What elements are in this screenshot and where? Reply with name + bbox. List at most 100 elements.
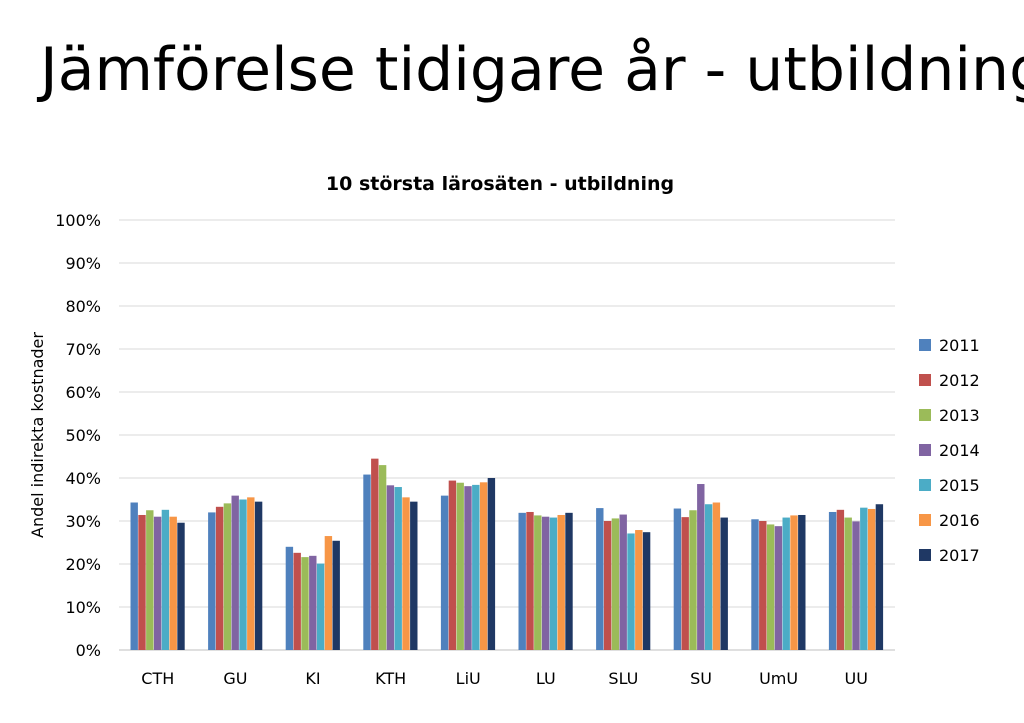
bar-group-KTH	[363, 458, 418, 650]
bar-UU-2017	[875, 504, 884, 650]
bar-LiU-2016	[479, 482, 488, 650]
legend-label: 2015	[939, 476, 980, 495]
bar-LiU-2017	[487, 478, 496, 650]
bar-SLU-2013	[611, 518, 620, 650]
legend-label: 2016	[939, 511, 980, 530]
bar-SLU-2012	[603, 521, 612, 650]
bar-SLU-2015	[627, 533, 635, 650]
bar-CTH-2016	[169, 516, 177, 650]
legend-item-2017: 2017	[919, 546, 980, 565]
bar-LiU-2012	[448, 480, 457, 650]
bar-KI-2014	[309, 555, 317, 650]
legend-swatch	[919, 479, 931, 491]
bar-LU-2016	[557, 514, 565, 650]
bar-SU-2017	[720, 517, 728, 650]
bar-LU-2013	[534, 515, 542, 650]
y-tick-label: 100%	[55, 211, 101, 230]
legend-swatch	[919, 514, 931, 526]
bar-KI-2011	[285, 546, 294, 650]
bar-KTH-2016	[402, 497, 410, 650]
y-tick-label: 70%	[65, 340, 101, 359]
bar-CTH-2014	[153, 516, 162, 650]
bar-SU-2011	[673, 508, 682, 650]
bar-SLU-2017	[642, 532, 651, 650]
bar-GU-2016	[247, 497, 255, 650]
legend-label: 2011	[939, 336, 980, 355]
bar-LU-2012	[526, 511, 534, 650]
bar-SLU-2014	[619, 514, 627, 650]
bar-GU-2011	[208, 512, 216, 650]
y-tick-label: 80%	[65, 297, 101, 316]
legend-item-2016: 2016	[919, 511, 980, 530]
legend-label: 2017	[939, 546, 980, 565]
bar-UU-2011	[828, 511, 837, 650]
bar-LiU-2015	[472, 484, 480, 650]
legend-item-2014: 2014	[919, 441, 980, 460]
bar-LiU-2011	[440, 495, 449, 650]
bar-LU-2017	[565, 512, 573, 650]
bar-CTH-2012	[138, 514, 146, 650]
bar-CTH-2017	[177, 522, 185, 650]
legend-item-2011: 2011	[919, 336, 980, 355]
bar-KTH-2013	[378, 465, 387, 650]
bar-GU-2015	[239, 499, 247, 650]
y-axis-ticks: 0% 10% 20% 30% 40% 50% 60% 70% 80% 90% 100%	[55, 211, 101, 660]
bar-KTH-2014	[386, 485, 395, 650]
legend-label: 2014	[939, 441, 980, 460]
bar-KI-2015	[316, 563, 325, 650]
bar-UU-2013	[844, 517, 852, 650]
bar-SU-2012	[681, 517, 689, 650]
bar-UmU-2012	[759, 521, 767, 650]
bar-SU-2015	[704, 504, 713, 650]
bar-KTH-2012	[371, 458, 379, 650]
x-tick-label: LU	[536, 669, 556, 688]
legend-swatch	[919, 339, 931, 351]
bar-KI-2013	[301, 557, 309, 650]
bar-UmU-2016	[790, 515, 798, 650]
slide-title: Jämförelse tidigare år - utbildning	[40, 35, 1024, 105]
x-tick-label: CTH	[141, 669, 174, 688]
y-tick-label: 20%	[65, 555, 101, 574]
bar-GU-2017	[254, 501, 263, 650]
bar-KI-2017	[332, 540, 340, 650]
bar-UmU-2015	[782, 517, 790, 650]
bar-UU-2016	[867, 508, 876, 650]
bar-GU-2012	[215, 506, 224, 650]
legend-item-2012: 2012	[919, 371, 980, 390]
bar-UmU-2017	[798, 514, 806, 650]
bar-group-KI	[285, 536, 340, 650]
bar-group-CTH	[130, 502, 185, 650]
bar-SLU-2016	[635, 530, 643, 650]
bar-group-SU	[673, 484, 728, 650]
x-tick-label: LiU	[456, 669, 481, 688]
x-tick-label: KTH	[375, 669, 406, 688]
bar-group-SLU	[596, 508, 651, 650]
bar-group-GU	[208, 495, 263, 650]
legend-swatch	[919, 374, 931, 386]
bar-KTH-2011	[363, 474, 371, 650]
x-axis-ticks: CTH GU KI KTH LiU LU SLU SU UmU UU	[141, 669, 868, 688]
y-tick-label: 10%	[65, 598, 101, 617]
bar-KI-2016	[324, 536, 333, 650]
bar-UU-2015	[860, 507, 868, 650]
bar-CTH-2015	[161, 509, 170, 650]
bar-KI-2012	[293, 552, 301, 650]
y-axis-label: Andel indirekta kostnader	[28, 332, 47, 538]
bar-group-LU	[518, 511, 573, 650]
legend-swatch	[919, 409, 931, 421]
y-tick-label: 40%	[65, 469, 101, 488]
bar-UmU-2014	[774, 526, 783, 650]
y-tick-label: 50%	[65, 426, 101, 445]
bars	[130, 458, 884, 650]
bar-LU-2014	[541, 516, 550, 650]
x-tick-label: GU	[223, 669, 247, 688]
bar-GU-2013	[223, 503, 232, 650]
bar-LU-2011	[518, 512, 526, 650]
legend-swatch	[919, 444, 931, 456]
bar-UmU-2011	[751, 519, 759, 650]
bar-CTH-2011	[130, 502, 138, 650]
bar-group-UmU	[751, 514, 806, 650]
bar-group-LiU	[440, 478, 496, 650]
bar-SLU-2011	[596, 508, 604, 650]
